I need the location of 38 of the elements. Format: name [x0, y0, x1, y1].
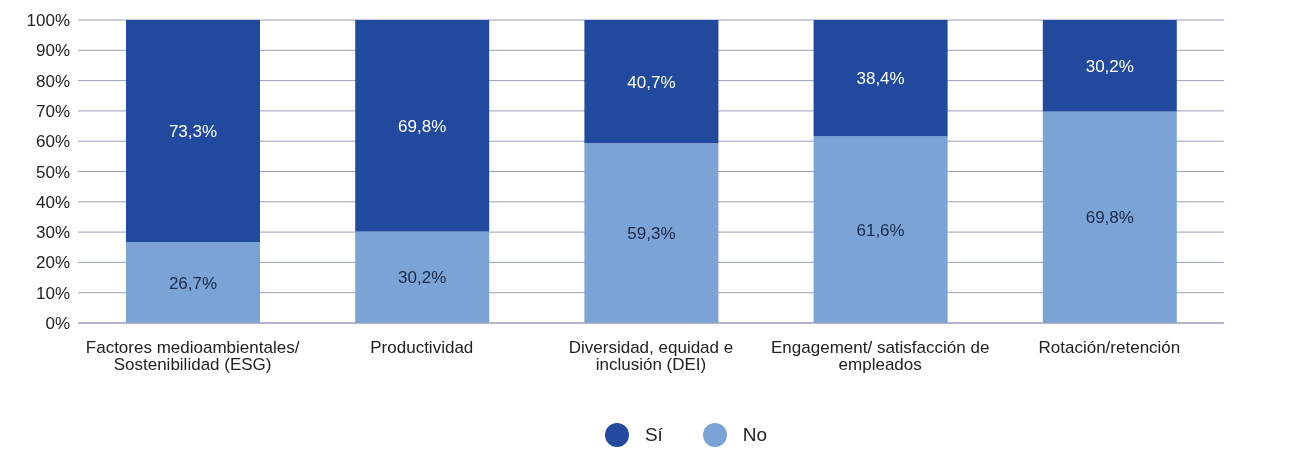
- bar: [126, 20, 260, 243]
- x-tick-label: Diversidad, equidad e inclusión (DEI): [568, 338, 734, 375]
- y-tick-label: 30%: [35, 223, 70, 243]
- data-label: 61,6%: [856, 220, 905, 240]
- y-tick-label: 40%: [35, 192, 70, 212]
- bar: [584, 20, 719, 144]
- legend-label: No: [742, 424, 768, 446]
- data-label: 38,4%: [856, 69, 905, 89]
- data-label: 69,8%: [1085, 208, 1134, 228]
- data-label: 59,3%: [627, 224, 676, 244]
- y-tick-label: 70%: [35, 101, 70, 121]
- y-tick-label: 20%: [35, 253, 70, 273]
- bar: [813, 20, 948, 137]
- bar: [355, 231, 490, 323]
- bar: [355, 20, 490, 232]
- data-label: 30,2%: [1085, 56, 1134, 76]
- x-tick-label: Factores medioambientales/ Sostenibilidad (ESG): [85, 338, 300, 375]
- data-label: 40,7%: [627, 72, 676, 92]
- x-tick-label: Rotación/retención: [1038, 338, 1181, 358]
- y-tick-label: 80%: [35, 71, 70, 91]
- bar: [813, 136, 948, 323]
- legend-label: Sí: [644, 424, 663, 446]
- data-label: 26,7%: [168, 273, 218, 293]
- y-tick-label: 0%: [45, 314, 70, 334]
- data-label: 30,2%: [398, 268, 447, 288]
- bar: [584, 143, 719, 323]
- data-label: 69,8%: [398, 116, 447, 136]
- bar: [126, 242, 260, 323]
- y-tick-label: 10%: [35, 283, 70, 303]
- y-tick-label: 50%: [35, 162, 70, 182]
- x-tick-label: Engagement/ satisfacción de empleados: [771, 338, 990, 375]
- y-tick-label: 90%: [35, 41, 70, 61]
- bar: [1042, 20, 1177, 112]
- bar: [1042, 111, 1177, 323]
- y-tick-label: 100%: [26, 11, 70, 31]
- data-label: 73,3%: [168, 122, 218, 142]
- x-tick-label: Productividad: [370, 338, 474, 358]
- y-tick-label: 60%: [35, 132, 70, 152]
